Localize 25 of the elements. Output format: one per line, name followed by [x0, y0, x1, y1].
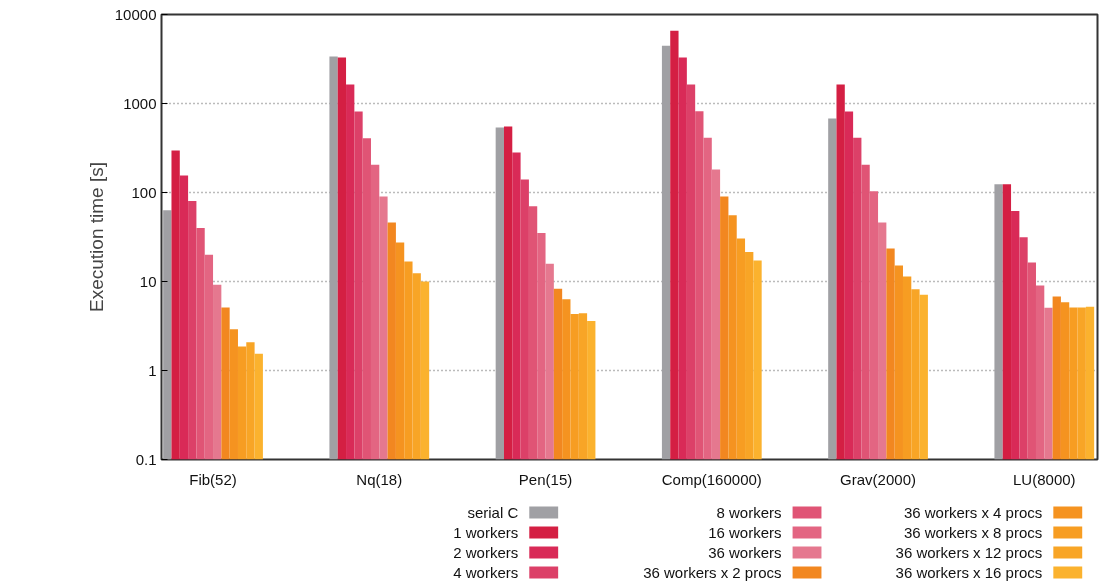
x-tick-label: Nq(18): [356, 470, 403, 488]
legend-label: 16 workers: [708, 524, 782, 541]
legend-label: 36 workers: [708, 544, 782, 561]
y-tick-label: 10: [139, 272, 157, 290]
y-axis-title: Execution time [s]: [85, 162, 107, 312]
legend-label: 4 workers: [453, 564, 519, 581]
x-tick-label: LU(8000): [1013, 470, 1076, 488]
legend-label: 1 workers: [453, 524, 519, 541]
legend-label: 36 workers x 2 procs: [643, 564, 782, 581]
legend-label: serial C: [467, 504, 519, 521]
y-tick-label: 1: [148, 361, 157, 379]
x-tick-label: Grav(2000): [840, 470, 916, 488]
x-tick-label: Fib(52): [189, 470, 237, 488]
y-tick-label: 10000: [114, 5, 157, 23]
x-tick-label: Pen(15): [518, 470, 573, 488]
legend-label: 36 workers x 16 procs: [895, 564, 1043, 581]
legend-label: 36 workers x 8 procs: [903, 524, 1043, 541]
y-tick-label: 100: [131, 183, 157, 201]
legend-label: 8 workers: [716, 504, 782, 521]
y-tick-label: 0.1: [135, 450, 157, 468]
x-tick-label: Comp(160000): [661, 470, 762, 488]
legend-label: 36 workers x 12 procs: [895, 544, 1043, 561]
legend-label: 36 workers x 4 procs: [903, 504, 1043, 521]
y-tick-label: 1000: [123, 94, 157, 112]
legend-label: 2 workers: [453, 544, 519, 561]
